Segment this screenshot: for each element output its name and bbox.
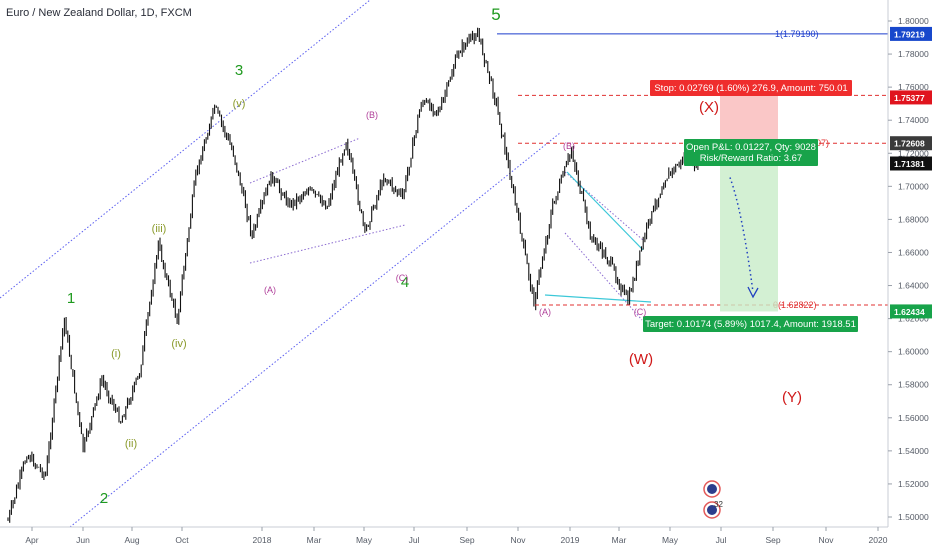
x-tick-label: Jul (409, 535, 420, 545)
x-tick-label: Nov (510, 535, 526, 545)
price-badge-label: 1.79219 (894, 29, 925, 39)
chart-widgets[interactable]: 32 (703, 480, 723, 519)
target-zone[interactable] (720, 163, 778, 312)
y-tick-label: 1.60000 (898, 347, 929, 357)
price-badge-label: 1.62434 (894, 307, 925, 317)
x-tick-label: May (662, 535, 679, 545)
price-badge (890, 90, 932, 105)
wave-label: (iii) (152, 223, 167, 235)
y-tick-label: 1.76000 (898, 82, 929, 92)
x-tick-label: Sep (459, 535, 474, 545)
wave-label: (A) (264, 285, 276, 295)
y-tick-label: 1.70000 (898, 181, 929, 191)
wave-label: (W) (629, 351, 653, 368)
fib-retracement[interactable]: 1(1.79190)0.5(1.72607)0(1.62822) (497, 29, 888, 310)
price-badges: 1.79219 1.75377 1.72608 1.71381 1.62434 (890, 26, 932, 319)
x-tick-label: Jun (76, 535, 90, 545)
triangle-upper-line[interactable] (249, 137, 361, 184)
pnl-label-text: Open P&L: 0.01227, Qty: 9028 (686, 142, 816, 153)
price-badge-label: 1.75377 (894, 93, 925, 103)
y-tick-label: 1.50000 (898, 512, 929, 522)
long-position-tool[interactable]: Stop: 0.02769 (1.60%) 276.9, Amount: 750… (643, 80, 858, 332)
trend-channel-lines[interactable] (0, 0, 652, 528)
x-tick-label: Mar (612, 535, 627, 545)
wave-label: (B) (366, 110, 378, 120)
target-label[interactable]: Target: 0.10174 (5.89%) 1017.4, Amount: … (643, 316, 858, 332)
flag-icon (707, 484, 717, 494)
wave-label: (ii) (125, 438, 137, 450)
triangle-lower-line[interactable] (249, 224, 406, 264)
y-tick-label: 1.58000 (898, 380, 929, 390)
axes: 1.80000 1.78000 1.76000 1.74000 1.72000 1.700… (0, 0, 929, 545)
wave-label: 2 (100, 490, 108, 507)
x-tick-label: Oct (175, 535, 189, 545)
x-tick-label: Aug (124, 535, 139, 545)
wedge-bottom-trendline[interactable] (544, 294, 652, 303)
target-label-text: Target: 0.10174 (5.89%) 1017.4, Amount: … (645, 319, 856, 330)
wave-label: (Y) (782, 389, 802, 406)
y-tick-label: 1.66000 (898, 247, 929, 257)
x-tick-label: Sep (765, 535, 780, 545)
pnl-label-box (684, 139, 818, 166)
wave-labels: 5 3 1 2 4 (v) (iii) (iv) (i) (ii) (B) (A) (C) (B) (A) (… (67, 5, 802, 507)
wave-label: 1 (67, 290, 75, 307)
x-tick-label: Mar (307, 535, 322, 545)
y-tick-label: 1.74000 (898, 115, 929, 125)
price-series (7, 27, 702, 523)
price-badge (890, 136, 932, 151)
upper-channel-line[interactable] (0, 0, 371, 299)
y-tick-label: 1.78000 (898, 49, 929, 59)
x-tick-label: 2020 (869, 535, 888, 545)
x-tick-label: Jul (716, 535, 727, 545)
wave-label: (B) (563, 141, 575, 151)
fib-level-label: 1(1.79190) (775, 29, 819, 39)
event-count-badge: 32 (714, 500, 723, 509)
x-tick-label: 2018 (253, 535, 272, 545)
pnl-label-text: Risk/Reward Ratio: 3.67 (700, 153, 802, 164)
wave-label: (X) (699, 99, 719, 116)
y-tick-label: 1.68000 (898, 214, 929, 224)
wave-label: (i) (111, 348, 121, 360)
y-tick-label: 1.56000 (898, 413, 929, 423)
symbol-title: Euro / New Zealand Dollar, 1D, FXCM (6, 7, 192, 19)
stop-label-text: Stop: 0.02769 (1.60%) 276.9, Amount: 750… (654, 83, 847, 94)
wave-label: 4 (401, 274, 409, 291)
price-badge (890, 26, 932, 41)
wave-label: 3 (235, 62, 243, 79)
y-tick-label: 1.62000 (898, 314, 929, 324)
target-label-box (643, 316, 858, 332)
y-tick-label: 1.54000 (898, 446, 929, 456)
arrow-head-icon (747, 286, 759, 299)
price-badge (890, 304, 932, 319)
wave-label: (v) (233, 98, 246, 110)
stop-label-box (650, 80, 852, 96)
price-badge-label: 1.72608 (894, 139, 925, 149)
wave-label: 5 (491, 5, 500, 24)
wave-label: (A) (539, 307, 551, 317)
stop-label[interactable]: Stop: 0.02769 (1.60%) 276.9, Amount: 750… (650, 80, 852, 96)
x-tick-label: Apr (25, 535, 38, 545)
y-tick-label: 1.64000 (898, 281, 929, 291)
y-tick-label: 1.52000 (898, 479, 929, 489)
flag-icon (707, 505, 717, 515)
projection-path (729, 177, 754, 293)
x-tick-label: 2019 (561, 535, 580, 545)
y-tick-label: 1.72000 (898, 148, 929, 158)
x-tick-label: Nov (818, 535, 834, 545)
wave-label: (C) (634, 307, 647, 317)
wave-label: (iv) (171, 338, 186, 350)
wave-label: (C) (396, 273, 409, 283)
price-badge (890, 156, 932, 171)
wedge-lower-line[interactable] (564, 232, 643, 321)
pnl-label[interactable]: Open P&L: 0.01227, Qty: 9028Risk/Reward … (684, 139, 818, 166)
price-badge-label: 1.71381 (894, 159, 925, 169)
y-tick-label: 1.80000 (898, 16, 929, 26)
x-tick-label: May (356, 535, 373, 545)
fib-level-label: 0(1.62822) (773, 300, 817, 310)
